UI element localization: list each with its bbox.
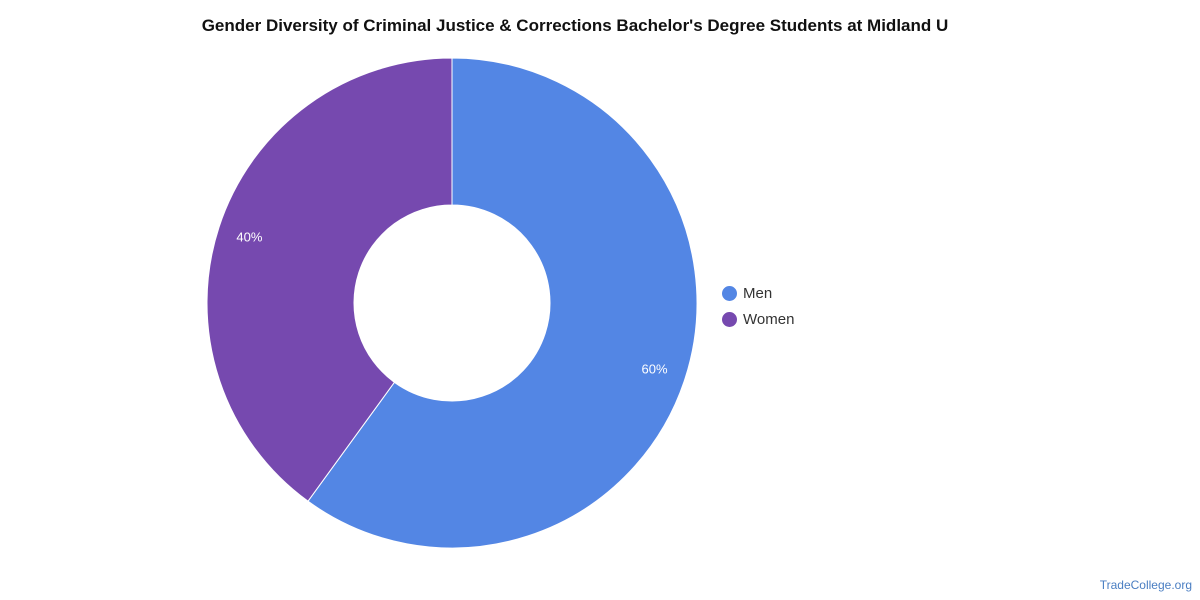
chart-legend: Men Women	[722, 280, 794, 332]
legend-label-men: Men	[743, 284, 773, 302]
donut-slice-women[interactable]	[206, 57, 453, 502]
source-link[interactable]: TradeCollege.org	[1099, 578, 1192, 592]
legend-label-women: Women	[743, 310, 795, 328]
donut-slice-men[interactable]	[307, 57, 698, 549]
legend-item-men[interactable]: Men	[722, 280, 794, 306]
data-label-women: 40%	[236, 230, 262, 245]
legend-swatch-women	[722, 311, 737, 327]
data-label-men: 60%	[642, 361, 668, 376]
legend-swatch-men	[722, 285, 737, 301]
chart-title: Gender Diversity of Criminal Justice & C…	[201, 16, 949, 35]
legend-item-women[interactable]: Women	[722, 306, 794, 332]
